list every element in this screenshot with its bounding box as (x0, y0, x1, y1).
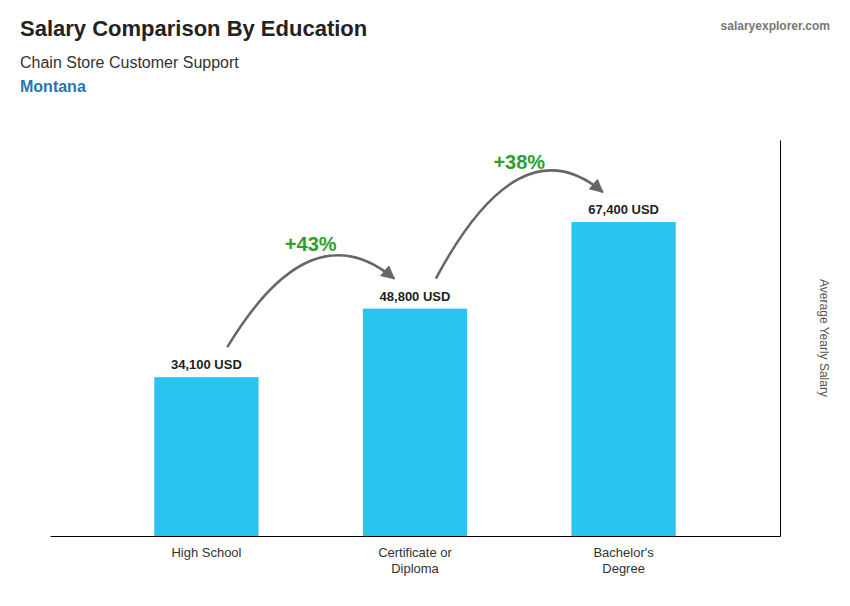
chart: Salary Comparison By Education Chain Stor… (0, 0, 850, 606)
x-tick-label: High School (171, 545, 241, 560)
bar (571, 222, 675, 536)
data-label: 67,400 USD (588, 202, 659, 217)
y-axis-title: Average Yearly Salary (817, 279, 831, 397)
bars (154, 222, 675, 536)
data-labels: 34,100 USD 48,800 USD 67,400 USD (171, 202, 659, 372)
arrow (436, 170, 603, 278)
subtitle: Chain Store Customer Support (20, 54, 239, 71)
x-tick-label: Certificate orDiploma (378, 545, 452, 576)
bar (363, 309, 467, 536)
x-tick: High School (171, 545, 241, 560)
x-tick-label: Bachelor'sDegree (593, 545, 654, 576)
plot: High School Certificate orDiploma Bachelor… (51, 141, 781, 576)
data-label: 34,100 USD (171, 357, 242, 372)
data-label: 48,800 USD (380, 289, 451, 304)
y-axis-line (780, 141, 781, 537)
x-axis: High School Certificate orDiploma Bachelor… (51, 537, 781, 576)
watermark: salaryexplorer.com (721, 19, 830, 33)
y-axis (780, 141, 781, 537)
subtitle: Montana (20, 78, 86, 95)
annotations: +43% +38% (227, 151, 602, 347)
title: Salary Comparison By Education (20, 16, 367, 41)
bar (154, 377, 258, 536)
x-tick: Bachelor'sDegree (593, 545, 654, 576)
x-axis-line (51, 536, 781, 537)
annotation: +43% (285, 233, 337, 255)
annotation: +38% (493, 151, 545, 173)
arrow (227, 255, 394, 347)
x-tick: Certificate orDiploma (378, 545, 452, 576)
